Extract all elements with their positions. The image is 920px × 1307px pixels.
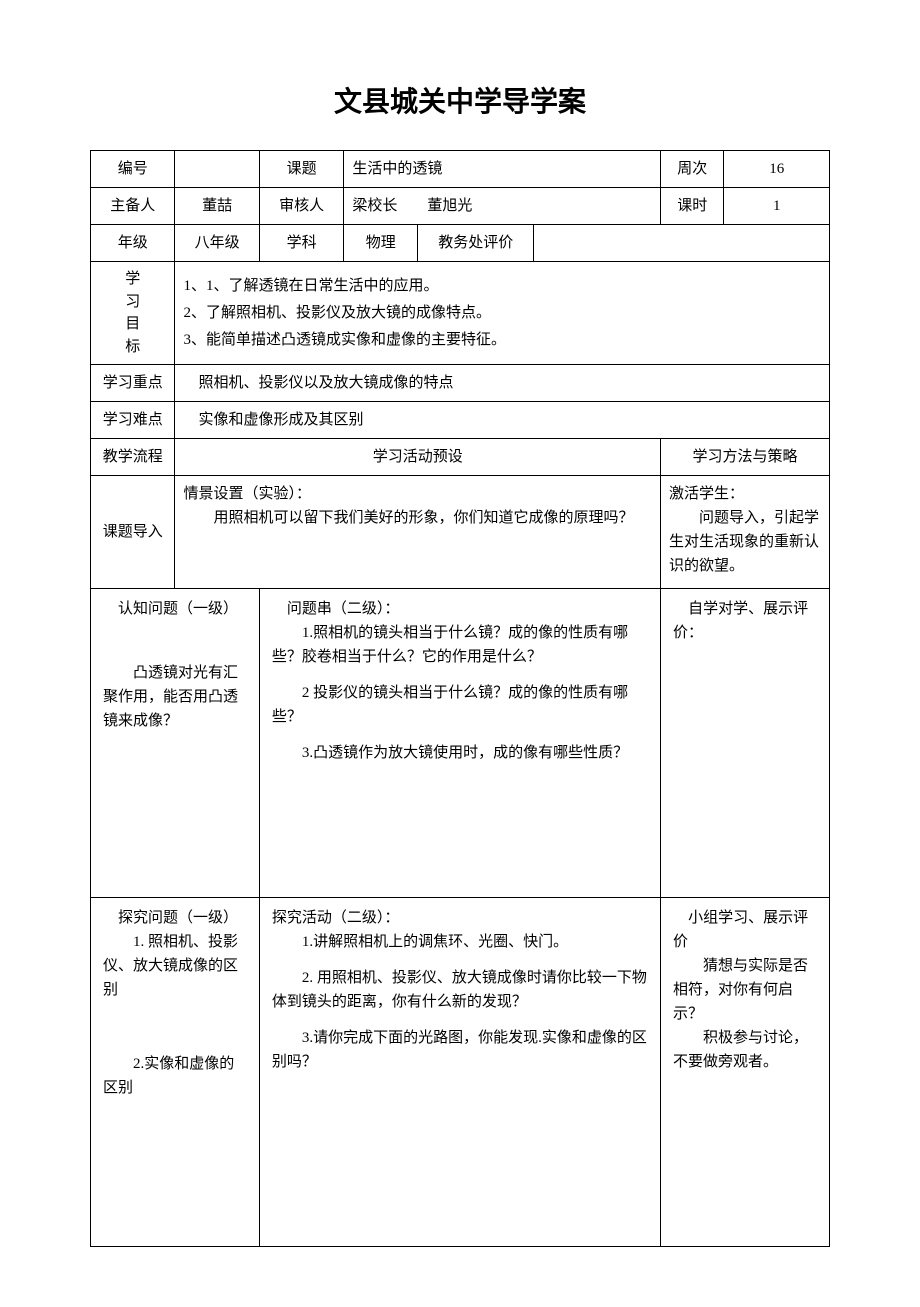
cognition-left-title: 认知问题（一级） [103, 597, 247, 621]
label-eval: 教务处评价 [418, 225, 534, 262]
cognition-q3: 3.凸透镜作为放大镜使用时，成的像有哪些性质？ [272, 741, 648, 765]
flow-col1: 教学流程 [91, 439, 175, 476]
label-week: 周次 [661, 151, 724, 188]
intro-body-text: 用照相机可以留下我们美好的形象，你们知道它成像的原理吗？ [183, 506, 652, 530]
cognition-right: 自学对学、展示评价： [661, 589, 830, 898]
value-week: 16 [724, 151, 830, 188]
difficulty-row: 学习难点 实像和虚像形成及其区别 [91, 402, 830, 439]
header-row-2: 主备人 董喆 审核人 梁校长 董旭光 课时 1 [91, 188, 830, 225]
intro-body: 情景设置（实验）： 用照相机可以留下我们美好的形象，你们知道它成像的原理吗？ [175, 476, 661, 589]
explore-left-q1: 1. 照相机、投影仪、放大镜成像的区别 [103, 930, 247, 1002]
cognition-left: 认知问题（一级） 凸透镜对光有汇聚作用，能否用凸透镜来成像？ [91, 589, 260, 898]
cognition-right-text: 自学对学、展示评价： [673, 597, 817, 645]
flow-col3: 学习方法与策略 [661, 439, 830, 476]
explore-right-l2: 积极参与讨论，不要做旁观者。 [673, 1026, 817, 1074]
intro-right-title: 激活学生： [669, 482, 821, 506]
keypoint-row: 学习重点 照相机、投影仪以及放大镜成像的特点 [91, 365, 830, 402]
explore-right-l1: 猜想与实际是否相符，对你有何启示？ [673, 954, 817, 1026]
value-eval [534, 225, 830, 262]
objective-line-2: 2、了解照相机、投影仪及放大镜的成像特点。 [183, 300, 821, 327]
label-intro: 课题导入 [91, 476, 175, 589]
explore-right: 小组学习、展示评价 猜想与实际是否相符，对你有何启示？ 积极参与讨论，不要做旁观… [661, 898, 830, 1247]
intro-row: 课题导入 情景设置（实验）： 用照相机可以留下我们美好的形象，你们知道它成像的原… [91, 476, 830, 589]
value-topic: 生活中的透镜 [344, 151, 661, 188]
label-topic: 课题 [259, 151, 343, 188]
label-keypoint: 学习重点 [91, 365, 175, 402]
value-periods: 1 [724, 188, 830, 225]
flow-header-row: 教学流程 学习活动预设 学习方法与策略 [91, 439, 830, 476]
explore-right-title: 小组学习、展示评价 [673, 906, 817, 954]
label-reviewer: 审核人 [259, 188, 343, 225]
page-title: 文县城关中学导学案 [90, 80, 830, 120]
header-row-3: 年级 八年级 学科 物理 教务处评价 [91, 225, 830, 262]
objective-line-3: 3、能简单描述凸透镜成实像和虚像的主要特征。 [183, 327, 821, 354]
explore-row: 探究问题（一级） 1. 照相机、投影仪、放大镜成像的区别 2.实像和虚像的区别 … [91, 898, 830, 1247]
label-preparer: 主备人 [91, 188, 175, 225]
header-row-1: 编号 课题 生活中的透镜 周次 16 [91, 151, 830, 188]
label-objectives: 学 习 目 标 [91, 262, 175, 365]
explore-q1: 1.讲解照相机上的调焦环、光圈、快门。 [272, 930, 648, 954]
value-difficulty: 实像和虚像形成及其区别 [175, 402, 830, 439]
value-subject: 物理 [344, 225, 418, 262]
cognition-mid-title: 问题串（二级）： [272, 597, 648, 621]
explore-mid: 探究活动（二级）： 1.讲解照相机上的调焦环、光圈、快门。 2. 用照相机、投影… [259, 898, 660, 1247]
value-keypoint: 照相机、投影仪以及放大镜成像的特点 [175, 365, 830, 402]
value-reviewer: 梁校长 董旭光 [344, 188, 661, 225]
label-difficulty: 学习难点 [91, 402, 175, 439]
objectives-row: 学 习 目 标 1、1、了解透镜在日常生活中的应用。 2、了解照相机、投影仪及放… [91, 262, 830, 365]
cognition-row: 认知问题（一级） 凸透镜对光有汇聚作用，能否用凸透镜来成像？ 问题串（二级）： … [91, 589, 830, 898]
label-subject: 学科 [259, 225, 343, 262]
explore-q2: 2. 用照相机、投影仪、放大镜成像时请你比较一下物体到镜头的距离，你有什么新的发… [272, 966, 648, 1014]
explore-q3: 3.请你完成下面的光路图，你能发现.实像和虚像的区别吗？ [272, 1026, 648, 1074]
cognition-q1: 1.照相机的镜头相当于什么镜？成的像的性质有哪些？胶卷相当于什么？它的作用是什么… [272, 621, 648, 669]
lesson-plan-table: 编号 课题 生活中的透镜 周次 16 主备人 董喆 审核人 梁校长 董旭光 课时… [90, 150, 830, 1247]
difficulty-text: 实像和虚像形成及其区别 [198, 412, 363, 428]
cognition-q2: 2 投影仪的镜头相当于什么镜？成的像的性质有哪些？ [272, 681, 648, 729]
label-grade: 年级 [91, 225, 175, 262]
cognition-left-body: 凸透镜对光有汇聚作用，能否用凸透镜来成像？ [103, 661, 247, 733]
explore-left-title: 探究问题（一级） [103, 906, 247, 930]
cognition-mid: 问题串（二级）： 1.照相机的镜头相当于什么镜？成的像的性质有哪些？胶卷相当于什… [259, 589, 660, 898]
explore-left-q2: 2.实像和虚像的区别 [103, 1052, 247, 1100]
value-grade: 八年级 [175, 225, 259, 262]
label-periods: 课时 [661, 188, 724, 225]
intro-right: 激活学生： 问题导入，引起学生对生活现象的重新认识的欲望。 [661, 476, 830, 589]
value-objectives: 1、1、了解透镜在日常生活中的应用。 2、了解照相机、投影仪及放大镜的成像特点。… [175, 262, 830, 365]
flow-col2: 学习活动预设 [175, 439, 661, 476]
objective-line-1: 1、1、了解透镜在日常生活中的应用。 [183, 273, 821, 300]
intro-body-title: 情景设置（实验）： [183, 482, 652, 506]
keypoint-text: 照相机、投影仪以及放大镜成像的特点 [198, 375, 453, 391]
explore-left: 探究问题（一级） 1. 照相机、投影仪、放大镜成像的区别 2.实像和虚像的区别 [91, 898, 260, 1247]
value-preparer: 董喆 [175, 188, 259, 225]
intro-right-text: 问题导入，引起学生对生活现象的重新认识的欲望。 [669, 506, 821, 578]
explore-mid-title: 探究活动（二级）： [272, 906, 648, 930]
label-serial: 编号 [91, 151, 175, 188]
value-serial [175, 151, 259, 188]
